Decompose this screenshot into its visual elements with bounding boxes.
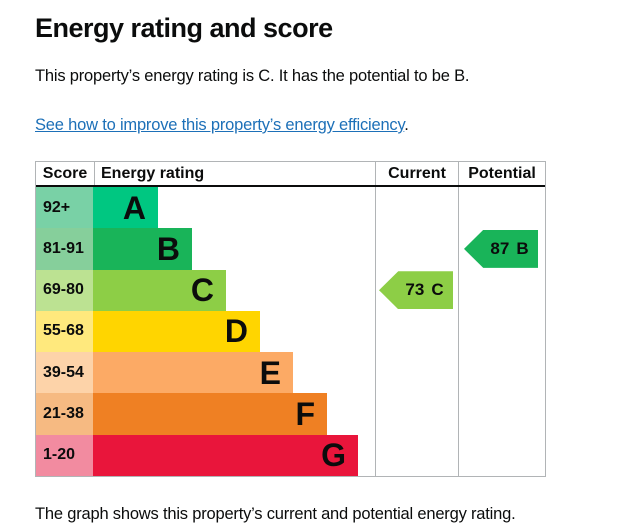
improvement-link[interactable]: See how to improve this property’s energ… [35, 116, 405, 134]
band-score-a: 92+ [36, 187, 93, 229]
potential-column-divider [458, 187, 459, 476]
potential-letter: B [516, 238, 529, 258]
band-score-e: 39-54 [36, 352, 93, 394]
band-row-d: 55-68 D [36, 310, 545, 353]
chart-body: 92+ A 81-91 B 69-80 C 55-68 D 39-54 E 21… [36, 187, 545, 476]
band-bar-e: E [93, 352, 293, 394]
header-potential: Potential [468, 165, 536, 182]
band-bar-g: G [93, 434, 358, 476]
band-score-g: 1-20 [36, 434, 93, 476]
header-current: Current [376, 162, 459, 185]
link-suffix: . [404, 116, 409, 134]
band-score-c: 69-80 [36, 269, 93, 311]
chart-header-row: Score Energy rating Current Potential [36, 162, 545, 187]
band-score-b: 81-91 [36, 228, 93, 270]
band-bar-a: A [93, 187, 158, 229]
band-score-d: 55-68 [36, 310, 93, 353]
band-row-b: 81-91 B [36, 228, 545, 270]
header-energy-rating: Energy rating [95, 162, 376, 185]
band-bar-b: B [93, 228, 192, 270]
energy-rating-chart: Score Energy rating Current Potential 92… [35, 161, 546, 477]
band-row-a: 92+ A [36, 187, 545, 229]
improvement-link-line: See how to improve this property’s energ… [35, 116, 409, 135]
page-title: Energy rating and score [35, 13, 333, 43]
band-row-g: 1-20 G [36, 434, 545, 476]
band-row-c: 69-80 C [36, 269, 545, 311]
current-score: 73 [405, 280, 425, 300]
band-row-e: 39-54 E [36, 352, 545, 394]
potential-score: 87 [490, 238, 510, 258]
band-bar-d: D [93, 310, 260, 353]
band-score-f: 21-38 [36, 393, 93, 435]
footer-note: The graph shows this property’s current … [35, 505, 516, 523]
current-column-divider [375, 187, 376, 476]
current-letter: C [431, 280, 444, 300]
band-bar-c: C [93, 269, 226, 311]
header-score: Score [36, 162, 95, 185]
band-bar-f: F [93, 393, 327, 435]
summary-text: This property’s energy rating is C. It h… [35, 67, 470, 85]
band-row-f: 21-38 F [36, 393, 545, 435]
